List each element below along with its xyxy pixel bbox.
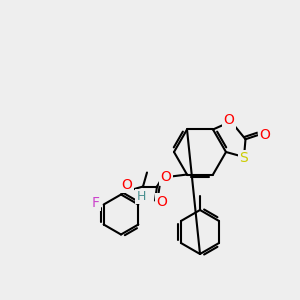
Text: O: O (122, 178, 132, 191)
Text: O: O (259, 128, 270, 142)
Text: H: H (136, 190, 146, 203)
Text: O: O (157, 194, 167, 208)
Text: O: O (224, 113, 234, 128)
Text: F: F (92, 196, 100, 209)
Text: S: S (240, 151, 248, 165)
Text: O: O (160, 169, 171, 184)
